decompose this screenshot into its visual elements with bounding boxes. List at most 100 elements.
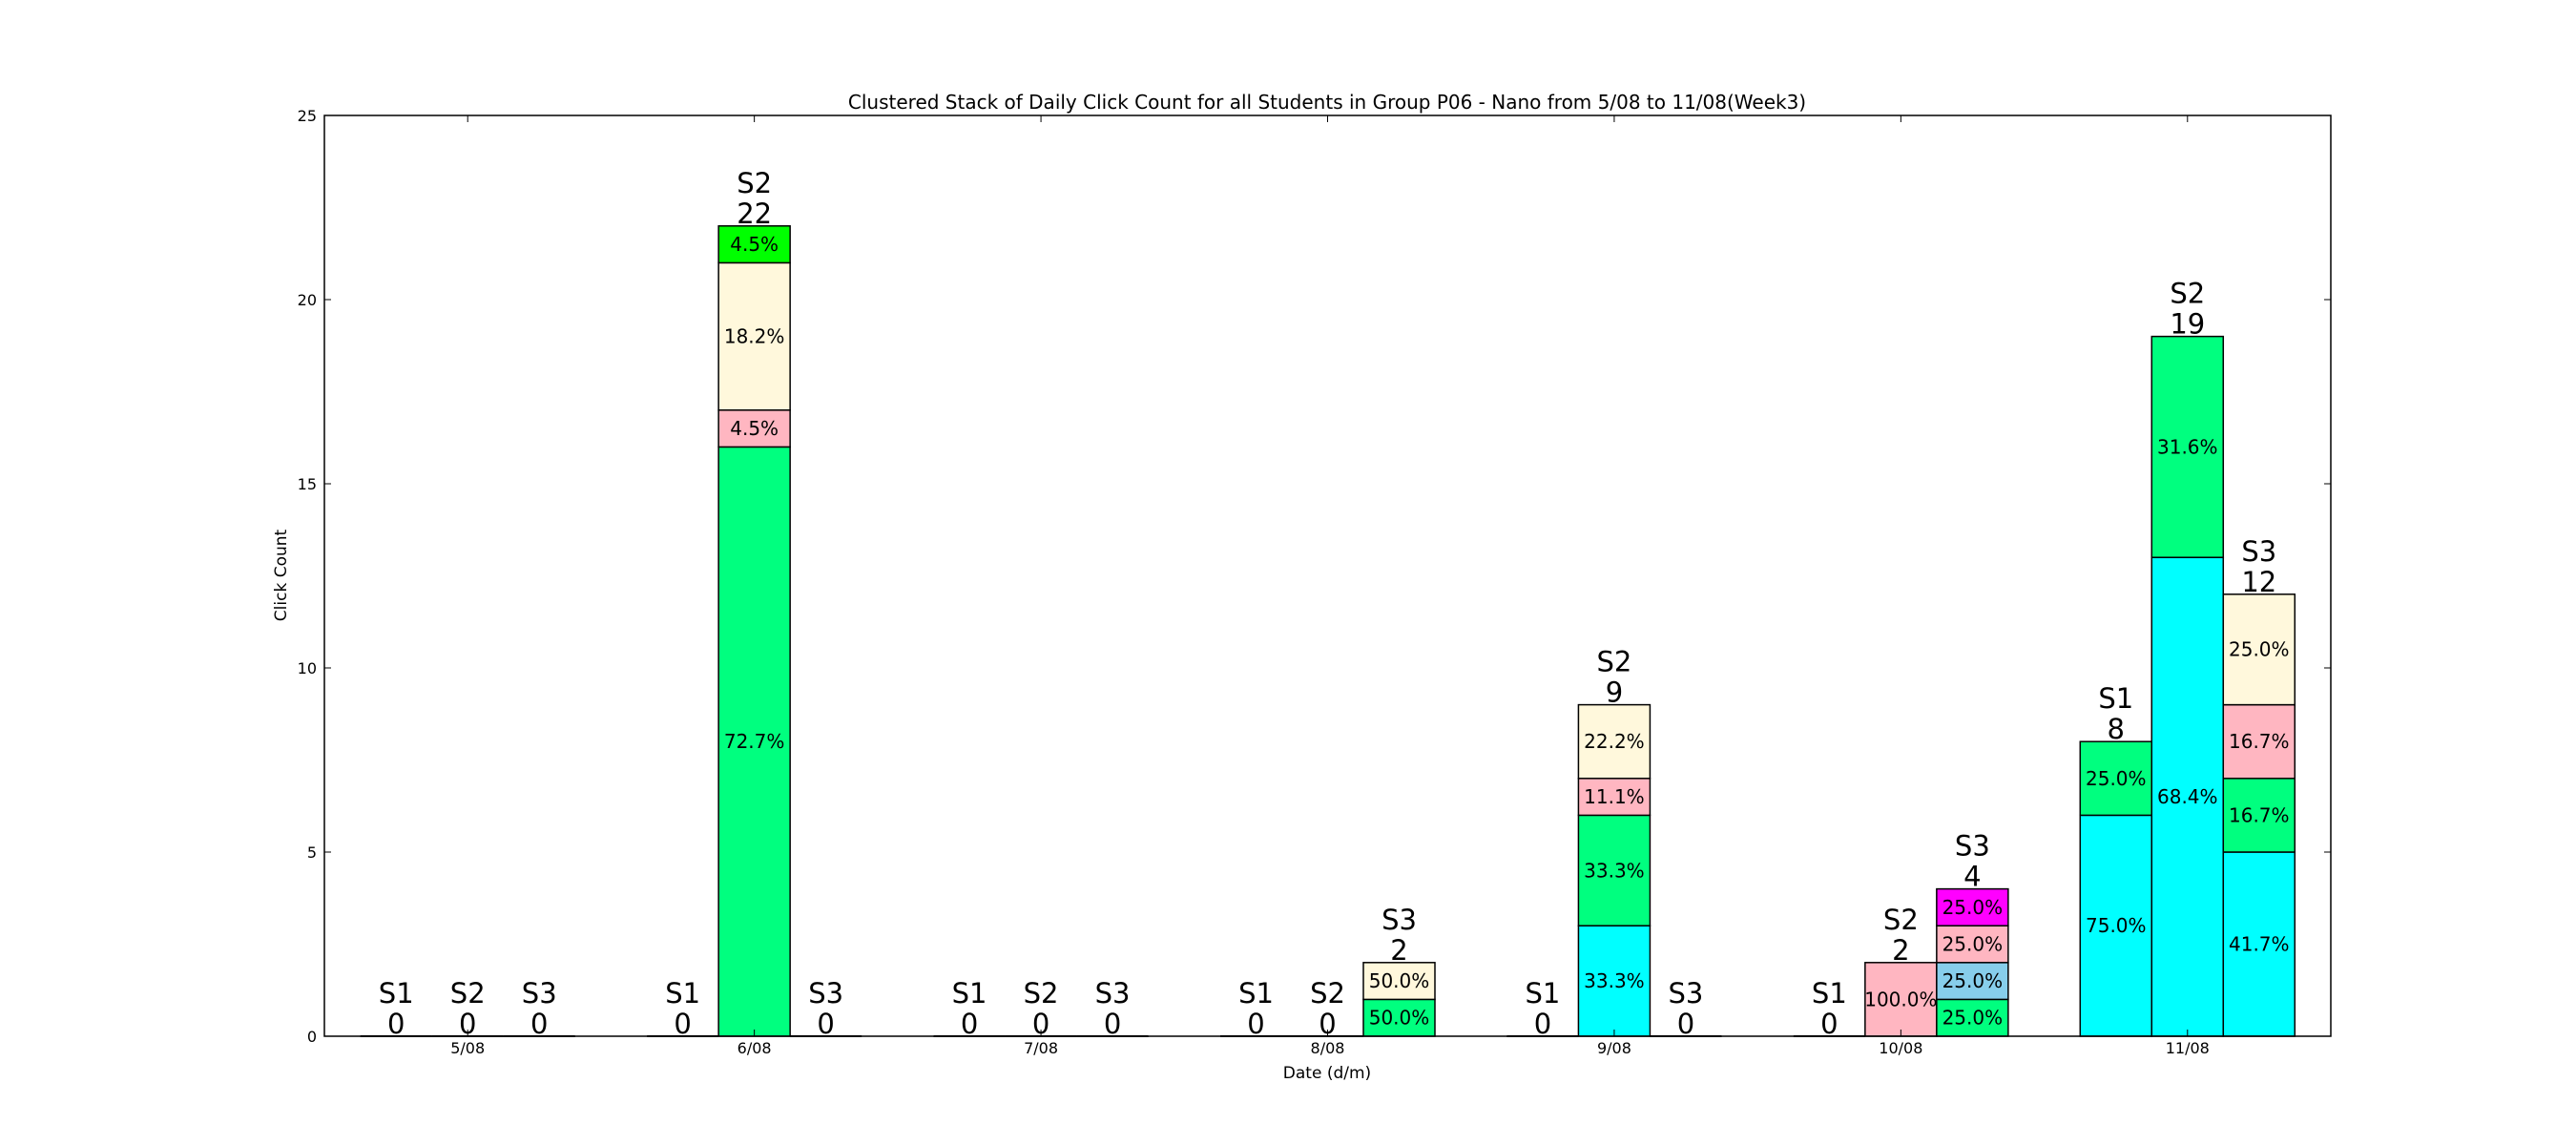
y-tick-label: 10	[298, 659, 317, 677]
x-tick-label: 9/08	[1597, 1039, 1631, 1057]
bar-student-label: S2	[2170, 278, 2205, 310]
bar-total-label: 0	[1534, 1008, 1551, 1040]
y-tick-label: 20	[298, 291, 317, 309]
segment-label: 25.0%	[2229, 638, 2290, 661]
bar-segment	[2150, 335, 2225, 558]
bar-total-label: 0	[1820, 1008, 1838, 1040]
bar-student-label: S1	[1525, 977, 1560, 1010]
bar-total-label: 0	[530, 1008, 548, 1040]
bar-student-label: S1	[2098, 682, 2133, 715]
bar-student-label: S1	[1812, 977, 1847, 1010]
bar-student-label: S2	[1310, 977, 1345, 1010]
x-axis-label: Date (d/m)	[1283, 1064, 1371, 1083]
bar-total-label: 0	[1677, 1008, 1694, 1040]
segment-label: 11.1%	[1584, 785, 1645, 808]
segment-label: 18.2%	[724, 325, 785, 348]
bar-student-label: S3	[522, 977, 557, 1010]
bar-segment	[1936, 925, 2009, 964]
y-tick-label: 5	[307, 843, 317, 862]
segment-label: 33.3%	[1584, 859, 1645, 882]
plot-area: S10S20S30S1072.7%4.5%18.2%4.5%S222S30S10…	[360, 167, 2296, 1040]
bar-total-label: 2	[1892, 934, 1909, 967]
bar-total-label: 0	[1032, 1008, 1049, 1040]
bar-total-label: 12	[2241, 566, 2276, 598]
bar-student-label: S3	[1668, 977, 1703, 1010]
bar-segment	[1577, 703, 1652, 780]
bar-total-label: 9	[1606, 677, 1623, 709]
bar-student-label: S3	[1381, 904, 1417, 936]
y-tick-label: 25	[298, 107, 317, 125]
segment-label: 25.0%	[1942, 933, 2004, 956]
segment-label: 72.7%	[724, 730, 785, 753]
segment-label: 33.3%	[1584, 969, 1645, 992]
bar-segment	[717, 225, 791, 264]
segment-label: 25.0%	[1942, 1007, 2004, 1030]
bar-student-label: S3	[808, 977, 843, 1010]
bar-student-label: S2	[1024, 977, 1059, 1010]
segment-label: 50.0%	[1369, 969, 1430, 992]
bar-student-label: S2	[1596, 646, 1631, 678]
bar-student-label: S1	[1238, 977, 1274, 1010]
bar-segment	[717, 261, 791, 411]
bar-segment	[2150, 556, 2225, 1037]
bar-student-label: S3	[1955, 830, 1990, 863]
segment-label: 25.0%	[1942, 896, 2004, 919]
bar-student-label: S2	[737, 167, 772, 199]
segment-label: 41.7%	[2229, 933, 2290, 956]
bar-student-label: S1	[379, 977, 414, 1010]
bar-total-label: 0	[387, 1008, 405, 1040]
x-tick-label: 6/08	[737, 1039, 772, 1057]
x-tick-label: 7/08	[1024, 1039, 1058, 1057]
bar-segment	[1362, 962, 1436, 1001]
bar-total-label: 0	[1104, 1008, 1121, 1040]
segment-label: 16.7%	[2229, 730, 2290, 753]
bar-total-label: 2	[1390, 934, 1407, 967]
bar-total-label: 0	[1247, 1008, 1264, 1040]
plot-frame	[323, 114, 2332, 1037]
x-axis: 5/08 6/08 7/08 8/08 9/08 10/08 11/08	[450, 115, 2210, 1057]
bar-segment	[2222, 778, 2296, 853]
bar-student-label: S2	[450, 977, 486, 1010]
segment-label: 4.5%	[730, 417, 779, 440]
y-tick-label: 0	[307, 1028, 317, 1046]
bar-segment	[1577, 814, 1652, 926]
bar-segment	[2222, 703, 2296, 780]
segment-label: 22.2%	[1584, 730, 1645, 753]
bar-student-label: S3	[1095, 977, 1131, 1010]
bar-segment	[1936, 887, 2009, 926]
bar-total-label: 0	[961, 1008, 978, 1040]
segment-label: 50.0%	[1369, 1007, 1430, 1030]
bar-total-label: 19	[2170, 308, 2205, 341]
chart-title: Clustered Stack of Daily Click Count for…	[848, 91, 1806, 114]
bar-segment	[1936, 962, 2009, 1001]
bar-student-label: S2	[1883, 904, 1919, 936]
y-axis-label: Click Count	[272, 529, 291, 621]
segment-label: 16.7%	[2229, 803, 2290, 826]
bar-total-label: 4	[1963, 861, 1981, 893]
x-tick-label: 10/08	[1879, 1039, 1922, 1057]
bar-total-label: 0	[817, 1008, 834, 1040]
segment-label: 68.4%	[2157, 785, 2218, 808]
segment-label: 25.0%	[2086, 767, 2147, 790]
bar-segment	[717, 446, 791, 1037]
bar-student-label: S1	[665, 977, 700, 1010]
x-tick-label: 5/08	[450, 1039, 485, 1057]
bar-segment	[1936, 998, 2009, 1037]
bar-student-label: S3	[2241, 535, 2276, 568]
x-tick-label: 8/08	[1311, 1039, 1345, 1057]
segment-label: 25.0%	[1942, 969, 2004, 992]
bar-segment	[1577, 778, 1652, 817]
bar-segment	[2079, 740, 2153, 817]
segment-label: 75.0%	[2086, 914, 2147, 937]
bar-total-label: 0	[1319, 1008, 1336, 1040]
x-tick-label: 11/08	[2166, 1039, 2210, 1057]
segment-label: 31.6%	[2157, 435, 2218, 458]
bar-total-label: 0	[459, 1008, 476, 1040]
bar-total-label: 22	[737, 198, 772, 230]
bar-total-label: 0	[674, 1008, 691, 1040]
bar-total-label: 8	[2108, 713, 2125, 745]
bar-segment	[2222, 593, 2296, 706]
y-tick-label: 15	[298, 475, 317, 493]
